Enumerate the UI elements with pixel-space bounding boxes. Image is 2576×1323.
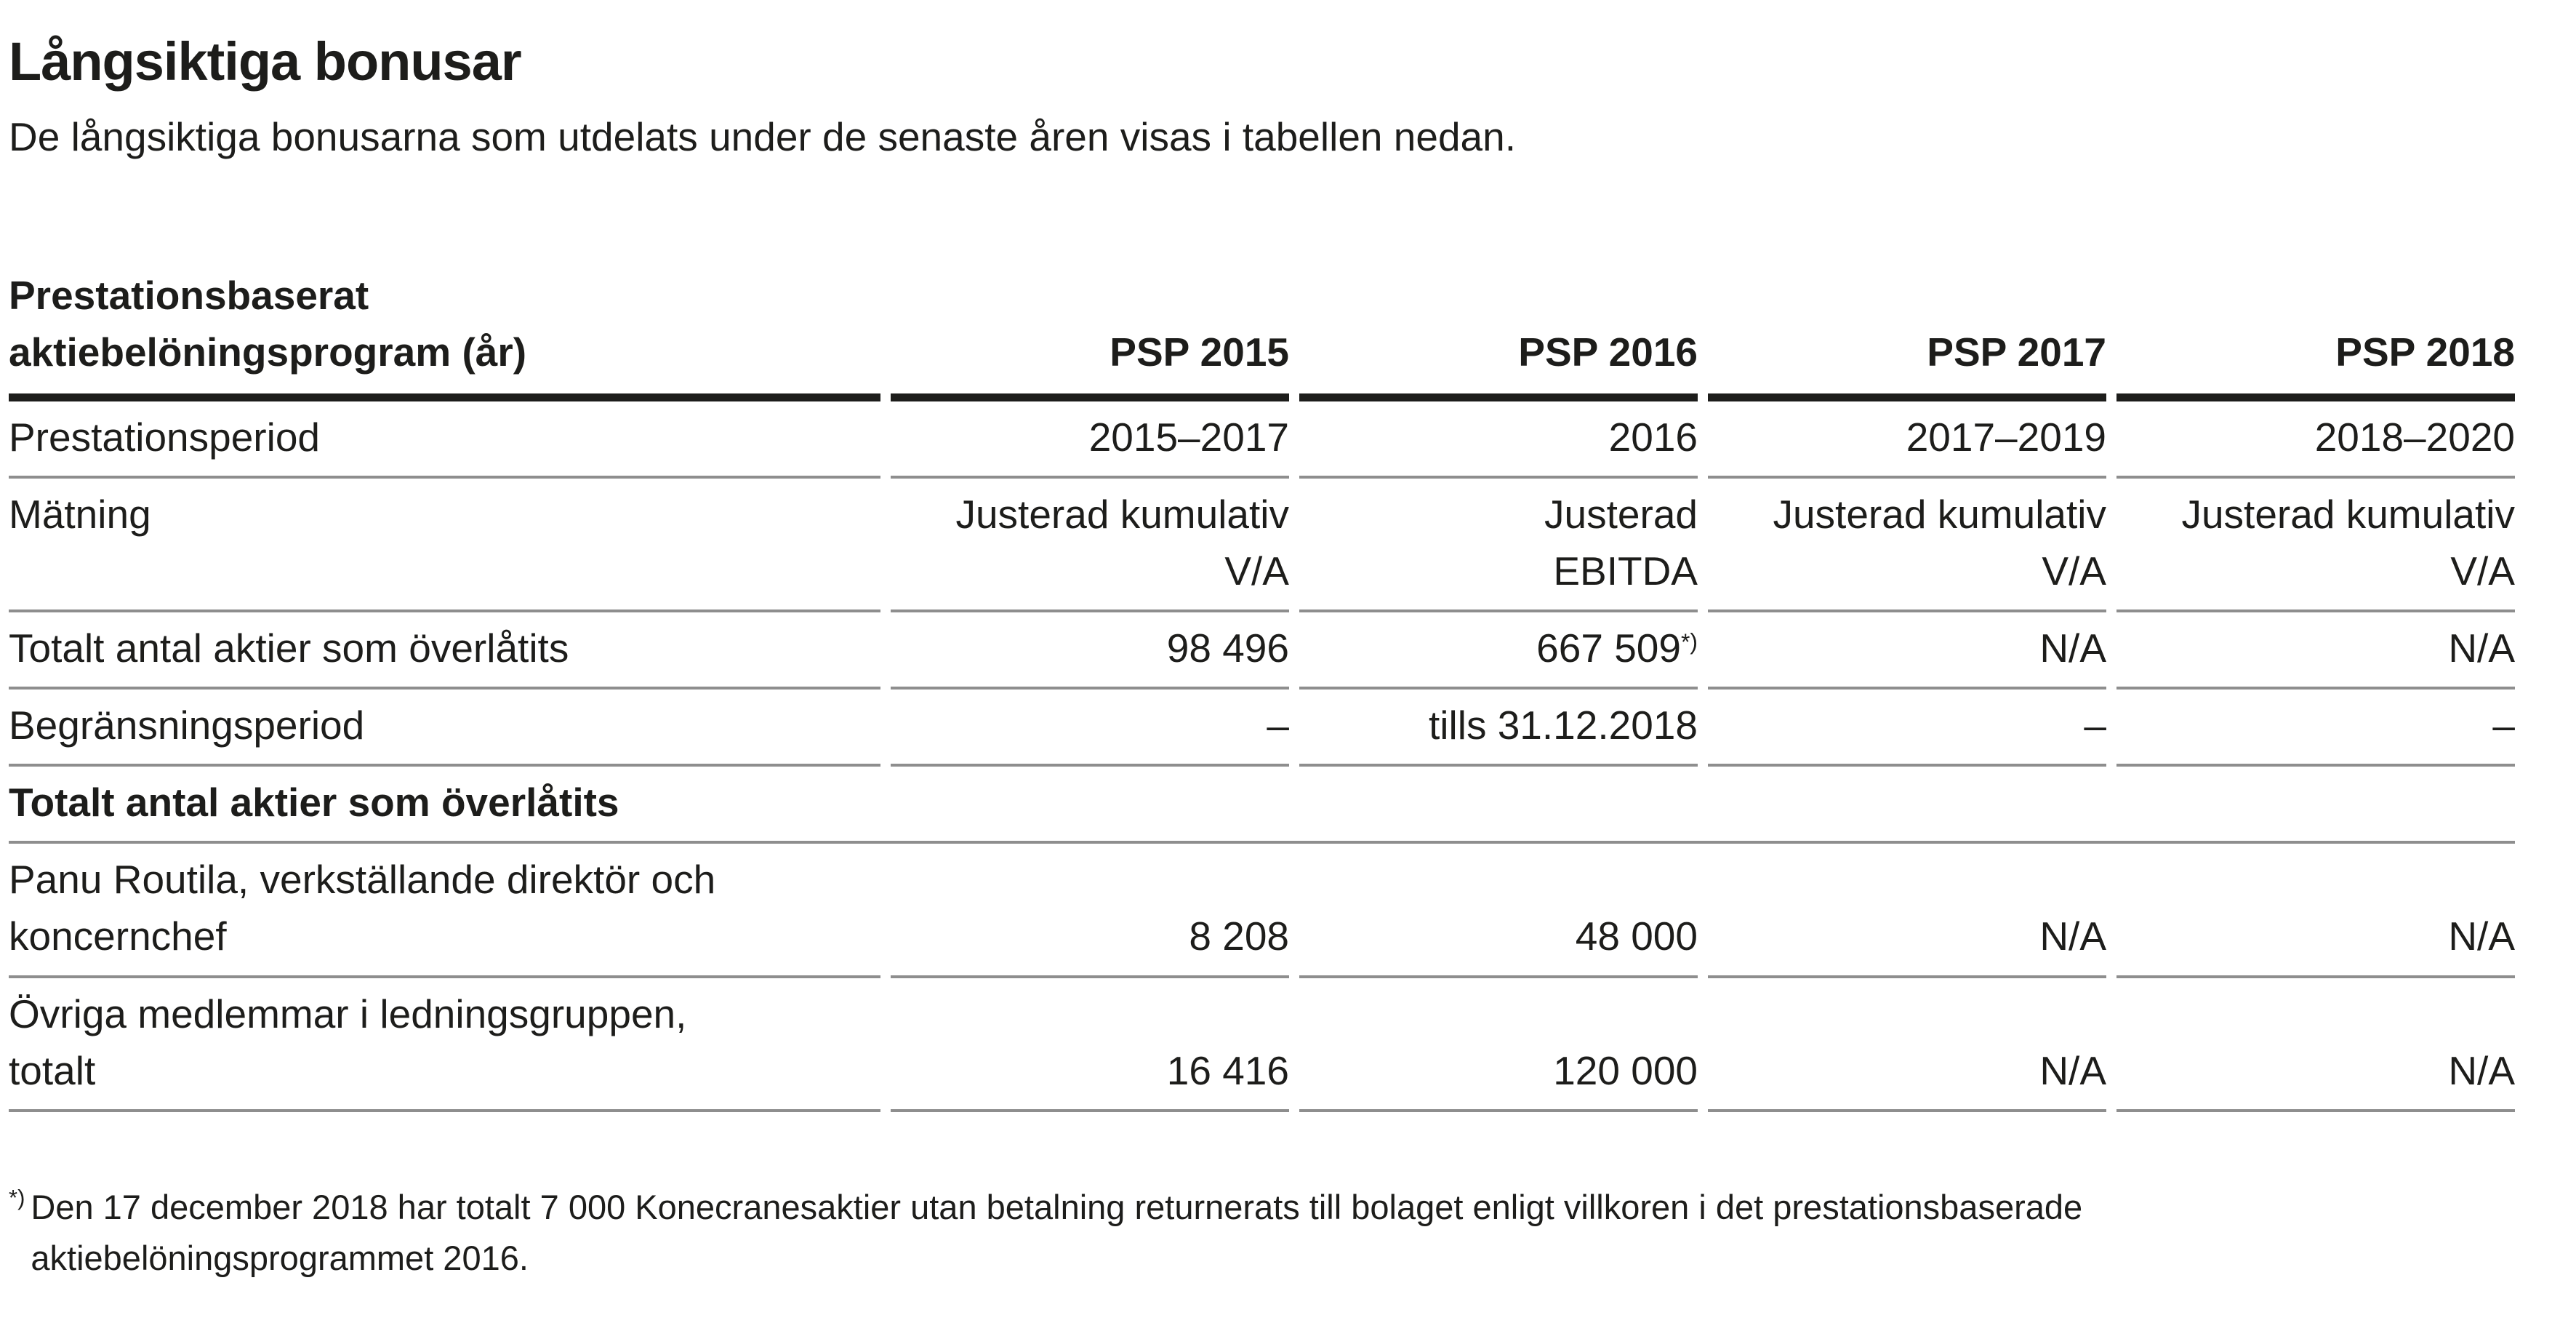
cell-value: N/A — [2116, 844, 2515, 978]
cell-value: N/A — [2116, 978, 2515, 1112]
cell-value: 98 496 — [891, 612, 1289, 690]
cell-value: Justerad kumulativ V/A — [1708, 479, 2106, 613]
row-label: Begränsningsperiod — [9, 690, 880, 767]
section-header: Totalt antal aktier som överlåtits — [9, 767, 2515, 844]
cell-value-text: 667 509 — [1536, 625, 1681, 671]
table-section-row: Totalt antal aktier som överlåtits — [9, 767, 2515, 844]
table-row: Övriga medlemmar i ledningsgruppen, tota… — [9, 978, 2515, 1112]
column-header-psp-2016: PSP 2016 — [1299, 260, 1698, 401]
table-row: Totalt antal aktier som överlåtits 98 496… — [9, 612, 2515, 690]
table-row: Begränsningsperiod – tills 31.12.2018– – — [9, 690, 2515, 767]
row-label: Mätning — [9, 479, 880, 613]
column-header-psp-2015: PSP 2015 — [891, 260, 1289, 401]
cell-value: N/A — [1708, 978, 2106, 1112]
table-row: Prestationsperiod 2015–2017 2016 2017–2019 2… — [9, 401, 2515, 479]
table-body: Prestationsperiod 2015–2017 2016 2017–2019 2… — [9, 401, 2515, 1112]
cell-value: tills 31.12.2018 — [1299, 690, 1698, 767]
cell-value: – — [891, 690, 1289, 767]
row-label: Totalt antal aktier som överlåtits — [9, 612, 880, 690]
cell-value: Justerad kumulativ V/A — [2116, 479, 2515, 613]
cell-value: Justerad EBITDA — [1299, 479, 1698, 613]
psp-bonus-table: Prestationsbaserat aktiebelöningsprogram… — [0, 260, 2525, 1112]
table-header: Prestationsbaserat aktiebelöningsprogram… — [9, 260, 2515, 401]
page-subtitle: De långsiktiga bonusarna som utdelats un… — [9, 114, 1517, 160]
page-title: Långsiktiga bonusar — [9, 31, 522, 92]
table-header-label: Prestationsbaserat aktiebelöningsprogram… — [9, 260, 880, 401]
row-label: Prestationsperiod — [9, 401, 880, 479]
cell-value: 2017–2019 — [1708, 401, 2106, 479]
cell-value: N/A — [2116, 612, 2515, 690]
cell-value: 2018–2020 — [2116, 401, 2515, 479]
cell-value: 667 509*) — [1299, 612, 1698, 690]
cell-value: 48 000 — [1299, 844, 1698, 978]
table-header-row: Prestationsbaserat aktiebelöningsprogram… — [9, 260, 2515, 401]
column-header-psp-2017: PSP 2017 — [1708, 260, 2106, 401]
cell-value: N/A — [1708, 844, 2106, 978]
cell-value: 2016 — [1299, 401, 1698, 479]
footnote-text: Den 17 december 2018 har totalt 7 000 Ko… — [31, 1187, 2083, 1278]
cell-value: 2015–2017 — [891, 401, 1289, 479]
cell-value: 120 000 — [1299, 978, 1698, 1112]
cell-value: Justerad kumulativ V/A — [891, 479, 1289, 613]
cell-value: – — [1708, 690, 2106, 767]
footnote-marker: *) — [9, 1184, 25, 1210]
footnote-ref: *) — [1680, 628, 1698, 655]
footnote: *) Den 17 december 2018 har totalt 7 000… — [9, 1182, 2515, 1284]
table-row: Panu Routila, verkställande direktör och… — [9, 844, 2515, 978]
row-label: Övriga medlemmar i ledningsgruppen, tota… — [9, 978, 880, 1112]
row-label: Panu Routila, verkställande direktör och… — [9, 844, 880, 978]
cell-value: N/A — [1708, 612, 2106, 690]
cell-value: 16 416 — [891, 978, 1289, 1112]
column-header-psp-2018: PSP 2018 — [2116, 260, 2515, 401]
cell-value: 8 208 — [891, 844, 1289, 978]
table-row: Mätning Justerad kumulativ V/A Justerad EB… — [9, 479, 2515, 613]
cell-value: – — [2116, 690, 2515, 767]
